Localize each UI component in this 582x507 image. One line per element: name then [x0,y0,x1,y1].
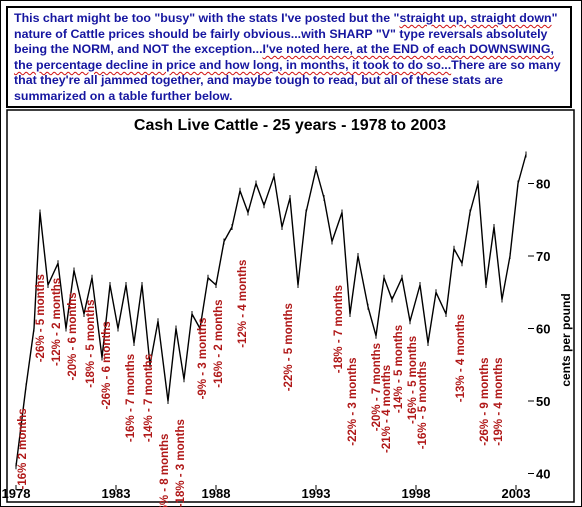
downswing-annotation: -26% - 9 months [479,358,491,446]
annotation-layer: -16% 2 months -26% - 5 months -12% - 2 mon… [17,260,505,507]
downswing-annotation: -16% - 5 months [417,361,429,449]
x-tick-label: 2003 [502,486,531,501]
downswing-annotation: -18% - 3 months [175,419,187,507]
downswing-annotation: -26% - 5 months [35,274,47,362]
downswing-annotation: -16% - 2 months [213,300,225,388]
downswing-annotation: -22% - 5 months [283,303,295,391]
downswing-annotation: -25% - 8 months [159,434,171,507]
price-series-line [15,154,527,467]
downswing-annotation: -26% - 6 months [101,321,113,409]
plot-border [6,109,575,503]
downswing-annotation: -21% - 4 months [381,365,393,453]
downswing-annotation: -16% - 5 months [407,336,419,424]
downswing-annotation: -12% - 2 months [51,278,63,366]
commentary-box: This chart might be too "busy" with the … [6,6,572,108]
commentary-segment: " nature of Cattle prices should be fair… [14,11,558,57]
y-tick-label: 70 [536,249,550,264]
y-tick-label: 60 [536,322,550,337]
y-tick-label: 40 [536,467,550,482]
y-tick-label: 80 [536,177,550,192]
downswing-annotation: -14% - 5 months [393,325,405,413]
downswing-annotation: -16% - 7 months [125,354,137,442]
downswing-annotation: -22% - 3 months [347,358,359,446]
downswing-annotation: -18% - 5 months [85,300,97,388]
chart-title: Cash Live Cattle - 25 years - 1978 to 20… [134,117,446,134]
downswing-annotation: -20% - 6 months [67,292,79,380]
commentary-text: This chart might be too "busy" with the … [14,11,564,105]
x-tick-label: 1993 [302,486,331,501]
downswing-annotation: -16% 2 months [17,408,29,489]
downswing-annotation: -12% - 4 months [237,260,249,348]
x-tick-label: 1998 [402,486,431,501]
downswing-annotation: -19% - 4 months [493,358,505,446]
downswing-annotation: -9% - 3 months [197,318,209,400]
downswing-annotation: -18% - 7 months [333,285,345,373]
commentary-segment-highlight: I've noted here, at the END of each DOWN… [14,42,554,72]
x-axis: 1978 1983 1988 1993 1998 2003 [2,485,531,501]
commentary-segment: There are so many that they're all jamme… [14,57,561,103]
downswing-annotation: -20% - 7 months [371,343,383,431]
commentary-segment-highlight: straight up, straight down [399,11,552,25]
x-tick-label: 1983 [102,486,131,501]
commentary-segment: This chart might be too "busy" with the … [14,11,400,25]
downswing-annotation: -14% - 7 months [143,354,155,442]
y-tick-label: 50 [536,394,550,409]
y-axis-label: cents per pound [559,293,573,386]
y-axis: 40 50 60 70 80 [528,177,550,482]
x-tick-label: 1978 [2,486,31,501]
series-layer [15,151,527,470]
x-tick-label: 1988 [202,486,231,501]
downswing-annotation: -13% - 4 months [455,314,467,402]
